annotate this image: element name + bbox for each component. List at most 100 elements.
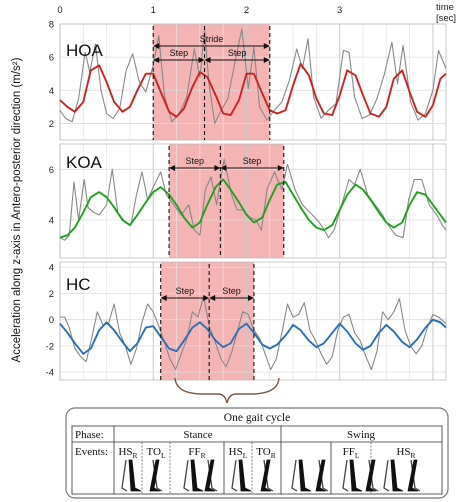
leg-outline (383, 459, 390, 492)
plot-frame (59, 23, 447, 141)
hoa-y-ticks: 2 4 6 8 (49, 20, 54, 130)
x-tick-label-3: 3 (337, 5, 342, 16)
leg-solid (190, 459, 204, 492)
leg-silhouette-4 (231, 459, 252, 492)
y-tick-label-1: -2 (46, 341, 54, 352)
filtered-signal-line (59, 318, 447, 355)
leg-solid (238, 459, 252, 492)
leg-solid (298, 459, 312, 492)
hoa-series (59, 28, 447, 124)
step-arrow-1-head-left (209, 295, 216, 301)
koa-series (59, 158, 447, 241)
koa-y-ticks: 46 (49, 165, 54, 227)
x-tick-labels: 0 1 2 3 (57, 5, 342, 16)
leg-silhouette-1 (149, 459, 163, 492)
leg-silhouette-0 (121, 459, 142, 492)
step-label-1: Step (222, 286, 241, 296)
step-arrow-1-head-right (277, 165, 284, 171)
leg-silhouette-11 (407, 459, 421, 492)
step-arrow-1-head-right (263, 57, 270, 63)
gait-legend: One gait cycle Phase: Events: Stance Swi… (65, 407, 449, 499)
y-tick-label-2: 0 (49, 315, 54, 326)
stride-arrow-head-right (263, 43, 270, 49)
koa-panel: 46 Step Step KOA (49, 143, 447, 259)
leg-solid (407, 459, 419, 492)
leg-silhouettes (121, 459, 421, 492)
step-arrow-0-head-left (169, 165, 176, 171)
plot-frame (59, 143, 447, 259)
leg-silhouette-7 (315, 459, 329, 492)
gait-cycle-brace (174, 377, 280, 404)
events-row-label: Events: (75, 446, 108, 458)
step-label-0: Step (170, 48, 189, 58)
leg-silhouette-3 (204, 459, 218, 492)
x-tick-label-2: 2 (244, 5, 249, 16)
step-label-1: Step (228, 48, 247, 58)
gait-legend-title: One gait cycle (224, 412, 290, 424)
filtered-signal-line (59, 62, 447, 118)
y-tick-label-2: 6 (49, 53, 54, 64)
step-arrow-0-head-left (160, 295, 167, 301)
leg-silhouette-5 (260, 459, 274, 492)
step-arrow-1 (220, 165, 284, 171)
leg-solid (390, 459, 404, 492)
y-tick-label-0: 4 (49, 216, 54, 227)
step-label-1: Step (243, 156, 262, 166)
step-arrow-1 (209, 295, 254, 301)
hc-panel-label: HC (66, 275, 91, 294)
leg-outline (291, 459, 298, 492)
step-arrow-0-head-right (203, 295, 210, 301)
y-tick-label-4: 4 (49, 263, 54, 274)
step-arrow-0-head-left (153, 57, 160, 63)
y-tick-label-1: 6 (49, 165, 54, 176)
step-arrow-0 (153, 57, 205, 63)
time-axis: 0 1 2 3 time [sec] (57, 2, 456, 24)
leg-silhouette-9 (365, 459, 379, 492)
step-label-0: Step (176, 286, 195, 296)
y-tick-label-0: -4 (46, 368, 54, 379)
step-arrow-0 (169, 165, 221, 171)
leg-outline (342, 459, 349, 492)
stride-arrow (153, 43, 270, 49)
hc-series (59, 295, 447, 371)
step-arrow-1-head-left (220, 165, 227, 171)
phase-stance: Stance (183, 429, 212, 441)
step-arrow-1-head-right (247, 295, 254, 301)
koa-highlight-band (169, 144, 284, 258)
y-tick-label-3: 8 (49, 20, 54, 31)
hc-annotations: Step Step (160, 264, 255, 380)
x-tick-label-1: 1 (151, 5, 156, 16)
gait-table (71, 425, 443, 495)
x-tick-label-0: 0 (57, 5, 62, 16)
raw-signal-line (59, 28, 447, 124)
leg-solid (128, 459, 142, 492)
leg-solid (349, 459, 363, 492)
leg-solid (260, 459, 272, 492)
plot-frame (59, 261, 447, 381)
hc-y-ticks: -4 -2 0 2 4 (46, 263, 54, 379)
leg-solid (204, 459, 216, 492)
time-axis-unit: [sec] (436, 13, 456, 24)
hoa-panel: 2 4 6 8 Step Step Stride HOA (49, 20, 447, 141)
leg-outline (121, 459, 128, 492)
time-axis-label: time (436, 2, 454, 13)
leg-solid (149, 459, 161, 492)
leg-silhouette-2 (183, 459, 204, 492)
step-arrow-0 (160, 295, 210, 301)
leg-solid (365, 459, 377, 492)
leg-solid (315, 459, 327, 492)
step-label-0: Step (185, 156, 204, 166)
y-tick-label-3: 2 (49, 289, 54, 300)
hc-panel: -4 -2 0 2 4 Step Step HC (46, 261, 447, 381)
step-arrow-1 (204, 57, 270, 63)
stride-arrow-head-left (153, 43, 160, 49)
y-tick-label-0: 2 (49, 119, 54, 130)
leg-outline (183, 459, 190, 492)
koa-grid (59, 143, 447, 259)
phase-row-label: Phase: (75, 429, 104, 441)
filtered-signal-line (59, 178, 447, 239)
step-arrow-0-head-right (214, 165, 221, 171)
koa-panel-label: KOA (66, 153, 103, 172)
leg-outline (231, 459, 238, 492)
